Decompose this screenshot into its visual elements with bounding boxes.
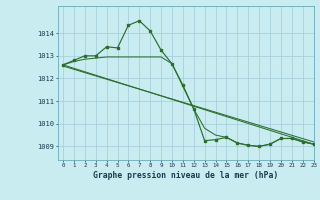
X-axis label: Graphe pression niveau de la mer (hPa): Graphe pression niveau de la mer (hPa) <box>93 171 278 180</box>
